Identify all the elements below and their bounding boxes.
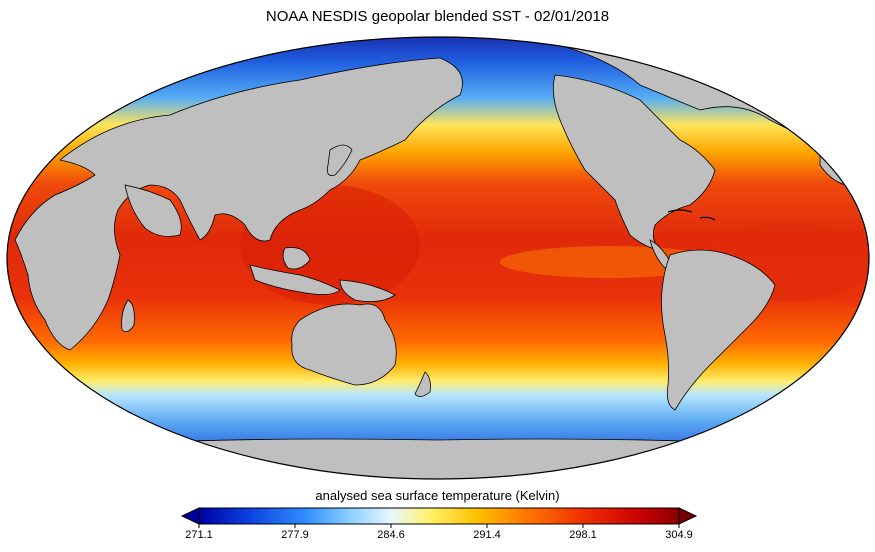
new-zealand <box>414 371 431 397</box>
indonesia <box>249 264 341 295</box>
colorbar-tick-label: 277.9 <box>281 529 309 541</box>
map-title: NOAA NESDIS geopolar blended SST - 02/01… <box>265 8 610 25</box>
madagascar <box>121 299 135 333</box>
borneo <box>282 247 311 270</box>
new-guinea <box>339 279 396 303</box>
colorbar <box>180 507 698 528</box>
south-america <box>661 249 776 411</box>
arabian-peninsula <box>124 184 182 237</box>
australia <box>291 303 397 386</box>
colorbar-tick-label: 304.9 <box>665 529 693 541</box>
antarctica <box>39 438 841 479</box>
caribbean-islands <box>667 209 716 221</box>
colorbar-tick-label: 271.1 <box>185 529 213 541</box>
colorbar-tick-label: 284.6 <box>377 529 405 541</box>
colorbar-label: analysed sea surface temperature (Kelvin… <box>315 488 560 503</box>
colorbar-tick-label: 298.1 <box>569 529 597 541</box>
colorbar-min-extension <box>180 507 200 525</box>
colorbar-max-extension <box>678 507 698 525</box>
japan <box>326 144 353 176</box>
map-outline <box>6 36 870 480</box>
north-america <box>552 74 716 251</box>
eurasia-africa-landmass <box>14 57 463 351</box>
colorbar-tick-label: 291.4 <box>473 529 501 541</box>
colorbar-gradient <box>198 507 680 525</box>
